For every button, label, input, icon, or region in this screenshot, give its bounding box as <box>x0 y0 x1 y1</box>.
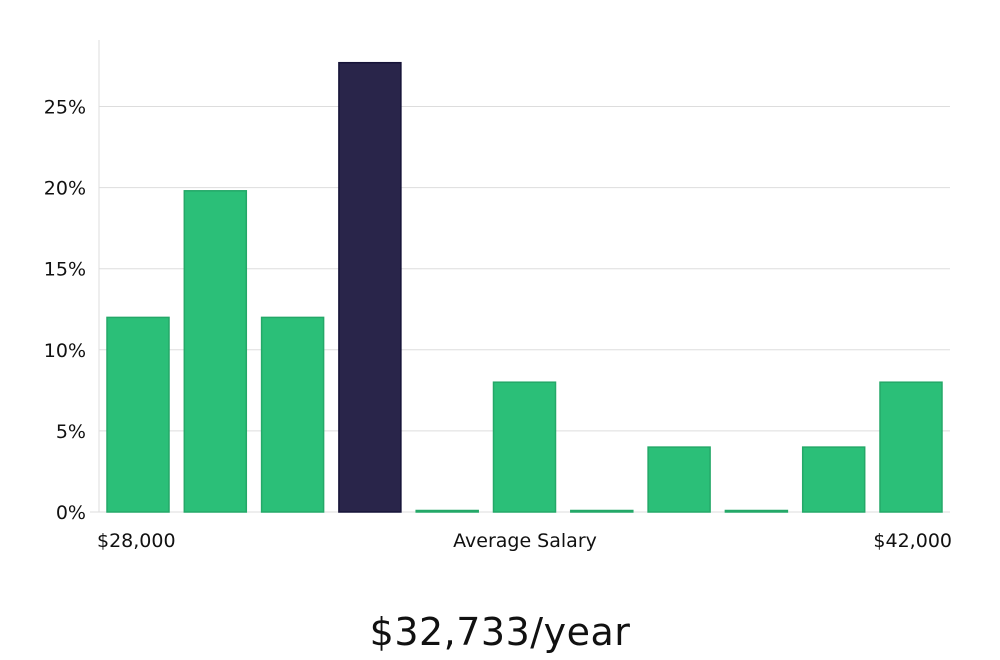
salary-histogram: 0% 5% 10% 15% 20% 25% $28,000 Average Salary … <box>44 40 952 552</box>
bar <box>647 446 711 513</box>
x-min-label: $28,000 <box>97 530 176 552</box>
bar <box>879 381 943 513</box>
bar <box>415 509 479 513</box>
bars <box>106 61 943 513</box>
x-max-label: $42,000 <box>873 530 952 552</box>
x-axis-title: Average Salary <box>453 530 597 552</box>
average-salary-value: $32,733/year <box>369 610 631 654</box>
y-tick-label: 10% <box>44 340 86 362</box>
bar <box>801 446 866 513</box>
y-tick-label: 0% <box>56 502 86 524</box>
y-tick-label: 20% <box>44 178 86 200</box>
bar <box>492 381 557 513</box>
bar <box>106 316 170 513</box>
y-tick-label: 15% <box>44 259 86 281</box>
x-labels: $28,000 Average Salary $42,000 <box>97 530 952 552</box>
bar <box>570 509 634 513</box>
y-tick-label: 5% <box>56 421 86 443</box>
bar <box>260 316 325 513</box>
bar <box>724 509 789 513</box>
bar <box>183 190 248 513</box>
y-tick-label: 25% <box>44 97 86 119</box>
y-tick-labels: 0% 5% 10% 15% 20% 25% <box>44 97 86 525</box>
bar-highlighted <box>338 61 402 513</box>
